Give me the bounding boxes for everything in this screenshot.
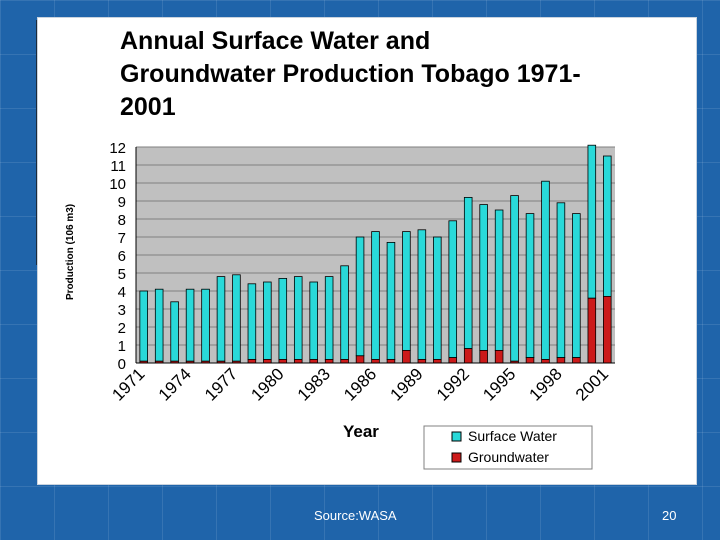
- bar-groundwater-1986: [371, 358, 380, 364]
- legend-label-surface-water: Surface Water: [468, 428, 557, 444]
- bar-surface-water-1994: [494, 209, 504, 351]
- bar-groundwater-1984: [340, 358, 349, 364]
- bar-surface-water-1982: [309, 281, 318, 360]
- y-tick-label: 10: [109, 176, 126, 193]
- bar-surface-water-1981: [293, 276, 303, 360]
- bar-groundwater-1998: [556, 357, 566, 364]
- bar-surface-water-1989: [417, 229, 427, 360]
- bar-surface-water-1971: [139, 290, 148, 362]
- bar-surface-water-1993: [479, 204, 488, 351]
- x-tick-label: 1971: [108, 364, 148, 404]
- source-caption: Source:WASA: [314, 508, 397, 523]
- bar-surface-water-1999: [572, 213, 581, 359]
- bar-groundwater-1997: [541, 358, 550, 364]
- bar-groundwater-1999: [572, 357, 581, 364]
- bar-surface-water-2001: [603, 155, 612, 297]
- y-tick-label: 5: [118, 266, 126, 283]
- bar-surface-water-1987: [386, 241, 396, 360]
- legend-swatch-surface-water: [451, 431, 462, 442]
- chart-title-line-3: 2001: [120, 93, 176, 121]
- bar-surface-water-1992: [463, 196, 473, 349]
- bar-groundwater-1990: [433, 358, 442, 364]
- x-tick-label: 1974: [155, 364, 195, 404]
- y-tick-label: 0: [118, 356, 126, 373]
- bar-surface-water-1979: [263, 281, 272, 360]
- bar-surface-water-1988: [402, 231, 411, 351]
- bar-surface-water-1972: [154, 288, 164, 362]
- y-tick-label: 6: [118, 248, 126, 265]
- x-tick-label: 1980: [247, 364, 287, 404]
- y-tick-label: 8: [118, 212, 126, 229]
- bar-surface-water-1975: [201, 288, 210, 362]
- bar-surface-water-2000: [587, 144, 597, 299]
- x-tick-label: 1983: [294, 364, 334, 404]
- bar-surface-water-1986: [371, 231, 380, 360]
- bar-surface-water-1995: [510, 195, 519, 362]
- bar-groundwater-1981: [293, 358, 303, 364]
- x-tick-labels: 1971 1974 1977 1980 1983 1986 1989 1992 1995 1998…: [108, 364, 612, 404]
- bar-surface-water-1985: [355, 236, 365, 357]
- bar-surface-water-1996: [525, 213, 535, 359]
- y-axis-label: Production (106 m3): [65, 204, 76, 300]
- bar-surface-water-1976: [216, 276, 226, 362]
- bar-groundwater-1996: [525, 357, 535, 364]
- bar-groundwater-1978: [247, 358, 257, 364]
- bar-surface-water-1974: [185, 288, 195, 362]
- bar-surface-water-1990: [433, 236, 442, 360]
- y-tick-label: 2: [118, 320, 126, 337]
- legend: Surface Water Groundwater: [423, 425, 593, 470]
- y-tick-label: 12: [109, 140, 126, 157]
- legend-swatch-groundwater: [451, 452, 462, 463]
- bar-surface-water-1983: [324, 276, 334, 360]
- y-tick-label: 7: [118, 230, 126, 247]
- bar-groundwater-1985: [355, 355, 365, 364]
- chart-title-line-2: Groundwater Production Tobago 1971-: [120, 60, 581, 88]
- bars: [139, 144, 612, 364]
- bar-surface-water-1998: [556, 202, 566, 359]
- bar-groundwater-1994: [494, 349, 504, 364]
- x-tick-label: 1989: [386, 364, 426, 404]
- chart-title: Annual Surface Water and Groundwater Pro…: [120, 27, 581, 121]
- legend-label-groundwater: Groundwater: [468, 449, 549, 465]
- x-tick-label: 1977: [201, 364, 241, 404]
- bar-surface-water-1978: [247, 283, 257, 360]
- bar-groundwater-1991: [448, 357, 458, 364]
- bar-surface-water-1997: [541, 180, 550, 360]
- y-tick-label: 9: [118, 194, 126, 211]
- x-tick-label: 1992: [433, 364, 473, 404]
- y-tick-label: 4: [118, 284, 126, 301]
- bar-surface-water-1977: [232, 274, 241, 362]
- bar-groundwater-1983: [324, 358, 334, 364]
- x-tick-label: 1998: [526, 364, 566, 404]
- y-tick-label: 3: [118, 302, 126, 319]
- bar-groundwater-1987: [386, 358, 396, 364]
- bar-groundwater-1993: [479, 349, 488, 364]
- page-number: 20: [662, 508, 677, 523]
- x-tick-label: 1995: [479, 364, 519, 404]
- x-tick-label: 1986: [340, 364, 380, 404]
- bar-groundwater-1982: [309, 358, 318, 364]
- bar-groundwater-1989: [417, 358, 427, 364]
- bar-groundwater-1988: [402, 349, 411, 364]
- chart-title-line-1: Annual Surface Water and: [120, 27, 430, 55]
- bar-surface-water-1984: [340, 265, 349, 360]
- bar-groundwater-2001: [603, 295, 612, 364]
- bar-groundwater-1992: [463, 348, 473, 364]
- bar-groundwater-1979: [263, 358, 272, 364]
- x-tick-label: 2001: [572, 364, 612, 404]
- y-tick-label: 1: [118, 338, 126, 355]
- bar-groundwater-1980: [278, 358, 288, 364]
- bar-groundwater-2000: [587, 297, 597, 364]
- y-tick-label: 11: [110, 158, 126, 175]
- bar-surface-water-1973: [170, 301, 179, 362]
- bar-surface-water-1980: [278, 277, 288, 360]
- x-axis-label: Year: [343, 422, 379, 441]
- bar-surface-water-1991: [448, 220, 458, 359]
